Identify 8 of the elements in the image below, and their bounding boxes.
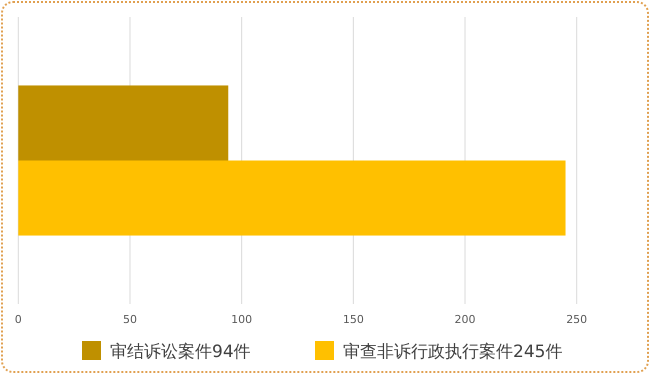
x-tick-label: 200 xyxy=(454,313,476,326)
legend-label: 审结诉讼案件94件 xyxy=(110,342,251,362)
legend-label: 审查非诉行政执行案件245件 xyxy=(343,342,562,362)
x-tick-label: 150 xyxy=(342,313,364,326)
x-tick-label: 250 xyxy=(566,313,588,326)
x-tick-label: 50 xyxy=(122,313,137,326)
x-tick-label: 0 xyxy=(14,313,22,326)
x-tick-label: 100 xyxy=(231,313,252,326)
